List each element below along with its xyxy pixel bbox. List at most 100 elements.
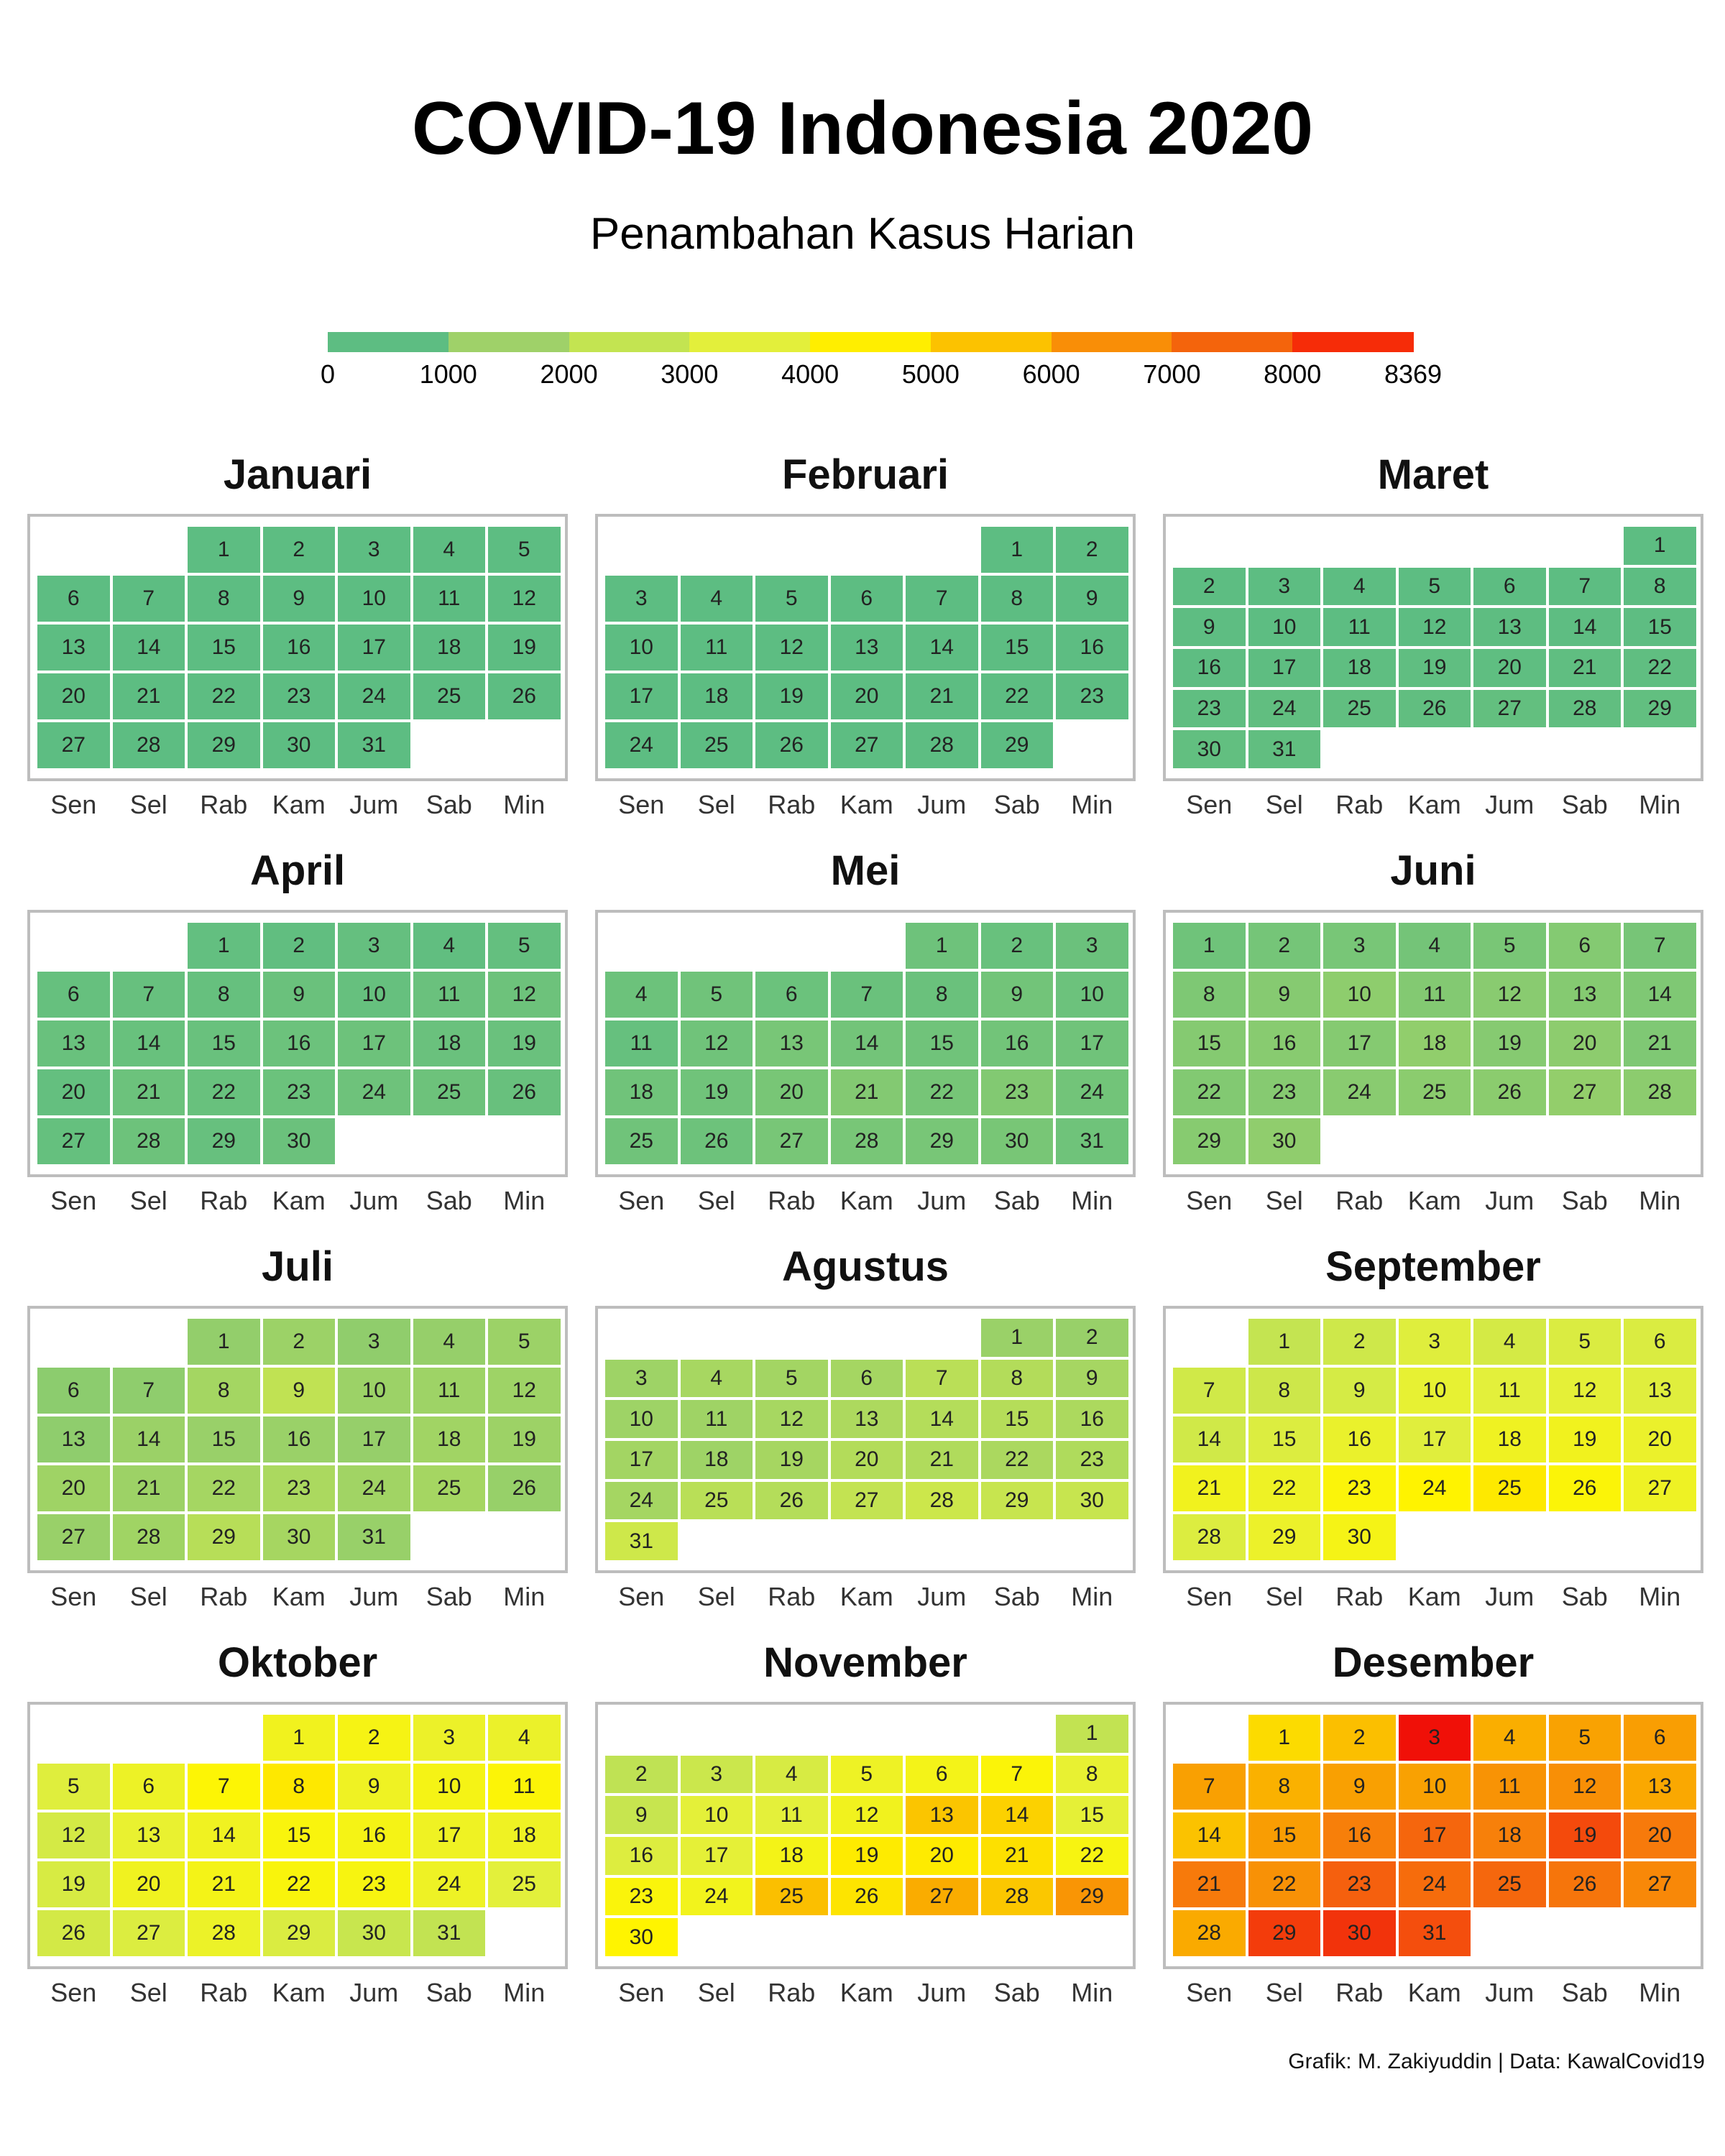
day-cell: 30 [979,1117,1054,1166]
day-cell: 19 [1397,648,1472,688]
day-cell: 14 [111,623,186,672]
day-cell: 17 [336,1415,412,1464]
day-cell: 13 [754,1019,829,1068]
day-cell: 9 [604,1795,679,1835]
day-cell: 12 [487,970,562,1019]
day-cell: 13 [36,1415,111,1464]
day-cell: 28 [904,721,980,770]
day-cell: 7 [186,1762,262,1811]
day-cell: 9 [261,574,336,623]
day-cell: 16 [261,1019,336,1068]
day-cell: 2 [261,525,336,574]
day-cell: 22 [1172,1068,1247,1117]
day-cell: 25 [1472,1860,1547,1909]
day-cell: 3 [604,1358,679,1399]
day-cell: 24 [1246,688,1322,729]
day-cell: 1 [186,525,262,574]
day-cell: 7 [904,574,980,623]
day-cell: 23 [1172,688,1247,729]
day-cell: 8 [1246,1762,1322,1811]
day-cell: 12 [487,1366,562,1415]
chart-subtitle: Penambahan Kasus Harian [589,209,1136,259]
day-cell: 19 [754,1439,829,1480]
weekday-label: Jum [349,790,399,819]
day-cell: 12 [829,1795,904,1835]
month-title: Mei [830,847,901,894]
legend-tick-label: 1000 [419,359,477,389]
day-cell: 19 [829,1835,904,1876]
day-cell: 1 [1054,1713,1130,1754]
legend-tick-label: 3000 [661,359,719,389]
day-cell: 17 [1397,1415,1472,1464]
weekday-label: Jum [917,1582,967,1611]
day-cell: 27 [36,721,111,770]
weekday-label: Sel [129,790,167,819]
weekday-label: Jum [1485,1186,1535,1215]
weekday-label: Jum [1485,1978,1535,2007]
day-cell: 22 [1246,1860,1322,1909]
weekday-label: Sen [618,1582,665,1611]
day-cell: 9 [1172,607,1247,648]
weekday-label: Rab [1335,790,1384,819]
weekday-label: Sab [426,1978,472,2007]
day-cell: 24 [1054,1068,1130,1117]
month-title: Februari [781,451,949,498]
day-cell: 14 [904,623,980,672]
day-cell: 7 [111,970,186,1019]
day-cell: 14 [979,1795,1054,1835]
month-title: Oktober [217,1639,378,1686]
day-cell: 15 [1246,1415,1322,1464]
weekday-label: Jum [349,1582,399,1611]
weekday-label: Sab [1561,1978,1608,2007]
day-cell: 29 [1246,1909,1322,1958]
weekday-label: Min [1071,1582,1113,1611]
weekday-label: Sen [50,1978,97,2007]
weekday-label: Min [503,1978,546,2007]
day-cell: 6 [36,574,111,623]
day-cell: 20 [36,1464,111,1513]
weekday-label: Sen [1186,1582,1233,1611]
day-cell: 15 [979,623,1054,672]
day-cell: 22 [979,1439,1054,1480]
day-cell: 4 [678,574,754,623]
day-cell: 18 [411,623,487,672]
day-cell: 8 [186,574,262,623]
day-cell: 12 [1547,1762,1622,1811]
day-cell: 16 [1246,1019,1322,1068]
day-cell: 4 [604,970,679,1019]
day-cell: 24 [604,1480,679,1521]
weekday-label: Sab [426,1582,472,1611]
day-cell: 24 [411,1860,487,1909]
day-cell: 18 [1322,648,1397,688]
day-cell: 27 [829,721,904,770]
day-cell: 25 [1397,1068,1472,1117]
day-cell: 7 [904,1358,980,1399]
day-cell: 31 [1397,1909,1472,1958]
day-cell: 30 [1054,1480,1130,1521]
day-cell: 21 [904,1439,980,1480]
month-title: Juni [1390,847,1476,894]
day-cell: 21 [111,672,186,721]
day-cell: 25 [678,721,754,770]
day-cell: 26 [1472,1068,1547,1117]
day-cell: 5 [36,1762,111,1811]
day-cell: 20 [36,672,111,721]
day-cell: 17 [1322,1019,1397,1068]
day-cell: 22 [261,1860,336,1909]
weekday-label: Sen [618,790,665,819]
weekday-label: Rab [768,1582,816,1611]
day-cell: 4 [411,921,487,970]
day-cell: 3 [1397,1317,1472,1366]
day-cell: 21 [1622,1019,1698,1068]
day-cell: 3 [1322,921,1397,970]
day-cell: 1 [904,921,980,970]
day-cell: 13 [111,1811,186,1860]
day-cell: 25 [754,1876,829,1917]
day-cell: 1 [979,1317,1054,1358]
weekday-label: Sel [697,1582,735,1611]
day-cell: 29 [1622,688,1698,729]
day-cell: 11 [411,574,487,623]
day-cell: 26 [754,721,829,770]
day-cell: 31 [1246,729,1322,770]
day-cell: 11 [754,1795,829,1835]
